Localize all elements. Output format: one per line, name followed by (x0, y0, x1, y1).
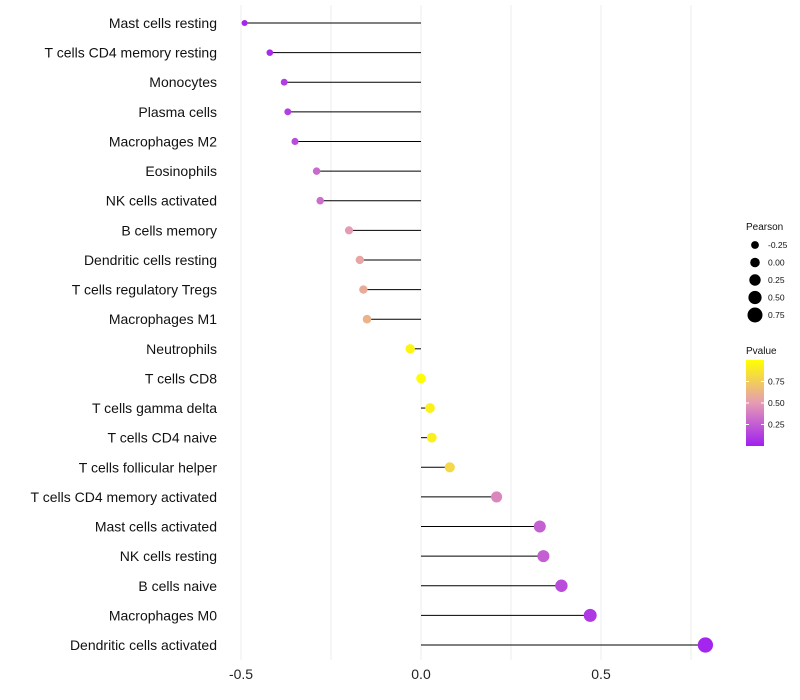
category-label: T cells CD4 memory resting (45, 45, 217, 61)
size-legend-label: 0.50 (768, 293, 785, 303)
size-legend-label: -0.25 (768, 240, 788, 250)
stems (244, 22, 706, 646)
data-point (284, 108, 292, 116)
size-legend-label: 0.00 (768, 258, 785, 268)
data-point (312, 167, 321, 175)
color-legend-title: Pvalue (746, 346, 777, 357)
data-point (491, 491, 503, 503)
data-point (266, 49, 274, 56)
category-label: Macrophages M2 (109, 133, 217, 149)
size-legend-title: Pearson (746, 222, 783, 233)
category-label: T cells CD4 memory activated (31, 489, 217, 505)
colorbar-label: 0.75 (768, 377, 785, 387)
data-point (444, 462, 455, 473)
category-label: B cells memory (121, 222, 217, 238)
size-legend-key (751, 241, 759, 249)
data-point (426, 432, 437, 443)
x-tick-label: -0.5 (229, 666, 253, 682)
colorbar-label: 0.50 (768, 398, 785, 408)
category-label: Macrophages M1 (109, 311, 217, 327)
size-legend-label: 0.25 (768, 275, 785, 285)
x-tick-label: 0.0 (411, 666, 431, 682)
size-legend: Pearson -0.25 0.00 0.25 0.50 0.75 (746, 222, 788, 323)
data-point (416, 373, 426, 384)
data-point (344, 226, 354, 235)
category-label: B cells naive (138, 578, 217, 594)
data-point (316, 196, 324, 205)
color-legend: Pvalue 0.25 0.50 0.75 (746, 346, 785, 446)
data-point (355, 255, 364, 265)
category-label: Mast cells activated (95, 519, 217, 535)
data-point (280, 78, 288, 86)
data-point (362, 314, 372, 324)
data-point (697, 637, 714, 653)
data-point (241, 19, 248, 27)
category-label: Plasma cells (138, 104, 217, 120)
category-label: Dendritic cells activated (70, 637, 217, 653)
data-point (555, 579, 568, 592)
category-label: Dendritic cells resting (84, 252, 217, 268)
points (241, 19, 714, 653)
category-label: Eosinophils (145, 163, 217, 179)
size-legend-key (747, 307, 763, 323)
category-label: T cells regulatory Tregs (72, 282, 217, 298)
data-point (405, 344, 415, 354)
category-label: Mast cells resting (109, 15, 217, 31)
category-label: T cells follicular helper (79, 459, 218, 475)
data-point (425, 403, 435, 413)
data-point (291, 137, 299, 146)
colorbar-label: 0.25 (768, 420, 785, 430)
x-tick-label: 0.5 (591, 666, 611, 682)
category-label: Neutrophils (146, 341, 217, 357)
category-label: NK cells resting (120, 548, 217, 564)
category-label: Macrophages M0 (109, 607, 217, 623)
category-label: NK cells activated (106, 193, 217, 209)
size-legend-key (750, 257, 760, 268)
data-point (537, 550, 550, 563)
x-tick-labels: -0.5 0.0 0.5 (229, 666, 611, 682)
category-labels: Mast cells resting T cells CD4 memory res… (31, 15, 218, 653)
data-point (533, 520, 546, 533)
data-point (359, 285, 368, 294)
category-label: T cells gamma delta (92, 400, 217, 416)
category-label: T cells CD8 (145, 370, 217, 386)
size-legend-key (748, 290, 762, 305)
size-legend-label: 0.75 (768, 310, 785, 320)
size-legend-key (749, 274, 761, 286)
category-label: T cells CD4 naive (108, 430, 218, 446)
category-label: Monocytes (149, 74, 217, 90)
colorbar (746, 360, 764, 446)
data-point (583, 608, 597, 622)
grid-lines (240, 5, 692, 660)
